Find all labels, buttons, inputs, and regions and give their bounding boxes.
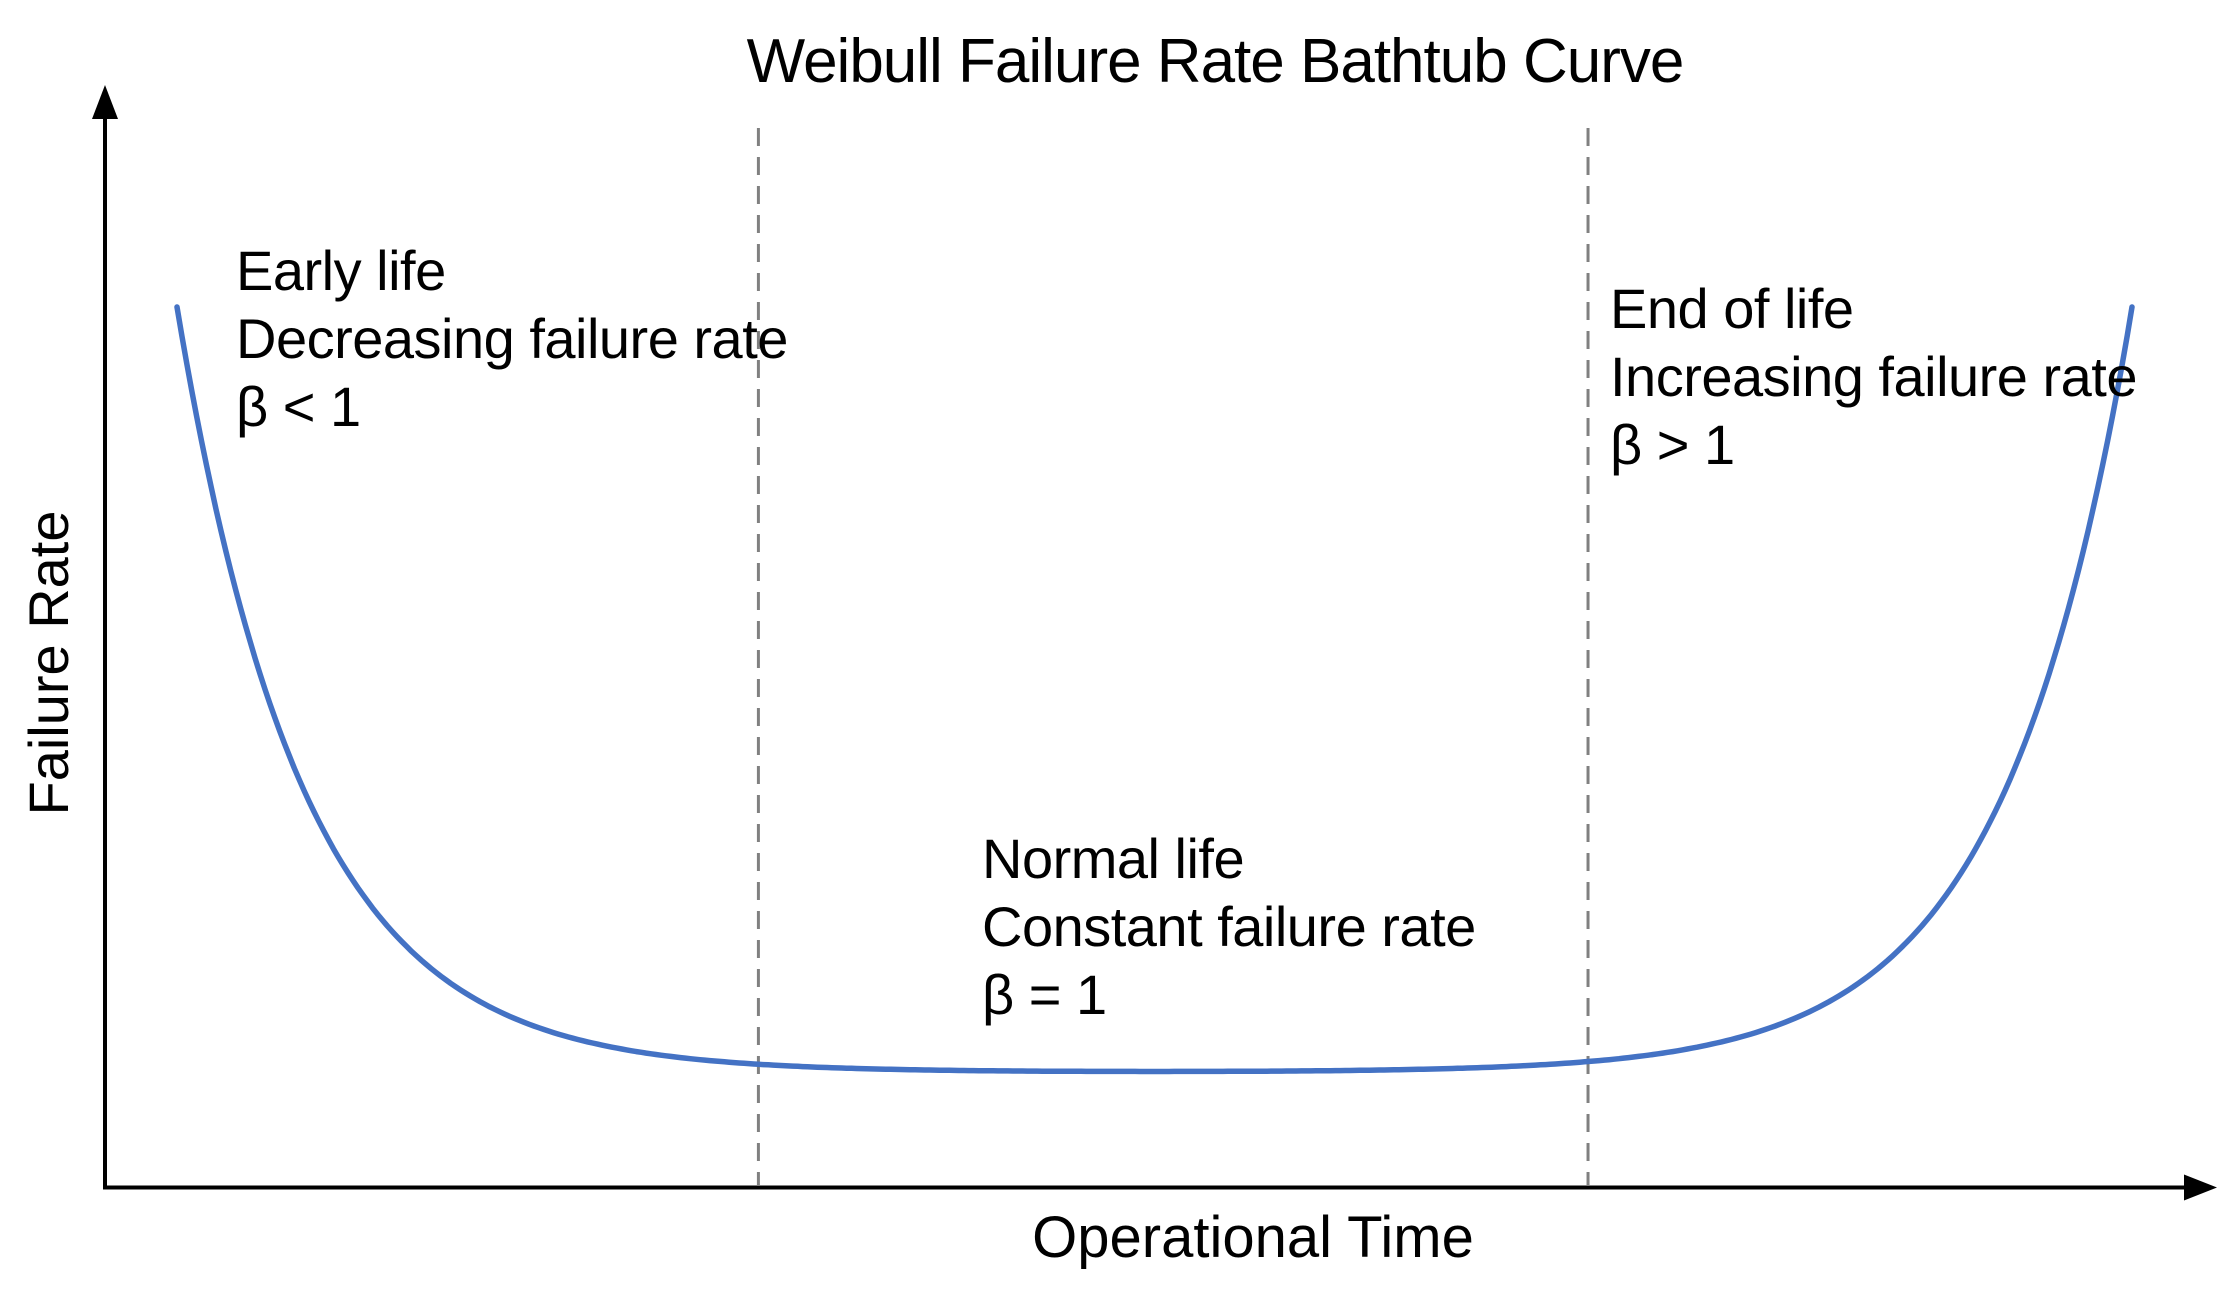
annotation-normal-life: Normal life Constant failure rate β = 1 bbox=[982, 825, 1476, 1029]
annotation-end-of-life-beta: β > 1 bbox=[1610, 413, 1735, 476]
annotation-end-of-life-name: End of life bbox=[1610, 277, 1854, 340]
annotation-normal-life-name: Normal life bbox=[982, 827, 1245, 890]
failure-rate-curve bbox=[174, 304, 2135, 1075]
annotation-early-life-description: Decreasing failure rate bbox=[236, 307, 788, 370]
annotation-normal-life-beta: β = 1 bbox=[982, 963, 1107, 1026]
annotation-normal-life-description: Constant failure rate bbox=[982, 895, 1476, 958]
x-axis-arrow-icon bbox=[2184, 1174, 2217, 1201]
y-axis-label: Failure Rate bbox=[17, 510, 80, 816]
annotation-early-life: Early life Decreasing failure rate β < 1 bbox=[236, 237, 788, 441]
annotation-end-of-life-description: Increasing failure rate bbox=[1610, 345, 2138, 408]
y-axis-arrow-icon bbox=[92, 85, 118, 119]
x-axis-label: Operational Time bbox=[1032, 1205, 1474, 1270]
chart-title: Weibull Failure Rate Bathtub Curve bbox=[746, 27, 1685, 96]
annotation-end-of-life: End of life Increasing failure rate β > … bbox=[1610, 275, 2138, 479]
annotation-early-life-name: Early life bbox=[236, 239, 446, 302]
annotation-early-life-beta: β < 1 bbox=[236, 375, 361, 438]
